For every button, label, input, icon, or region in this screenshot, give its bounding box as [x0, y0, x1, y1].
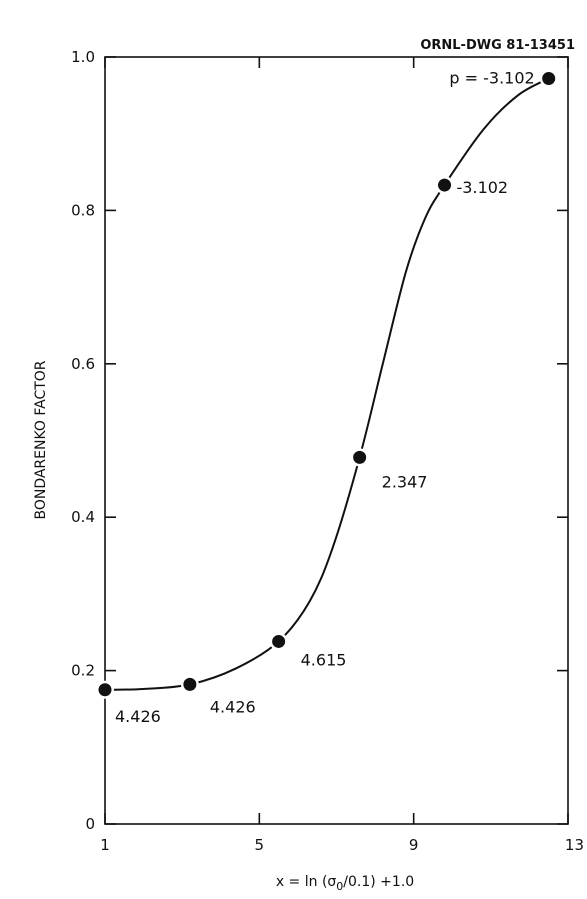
x-axis-title-suffix: /0.1) +1.0: [343, 874, 414, 890]
data-point-label: -3.102: [457, 178, 509, 197]
data-point-label: p = -3.102: [449, 68, 534, 87]
data-point: [183, 677, 197, 691]
data-point: [272, 634, 286, 648]
y-tick-label: 1.0: [71, 48, 95, 66]
y-axis-title: BONDARENKO FACTOR: [33, 360, 49, 519]
data-points: 4.426 4.426 4.615 2.347 -3.102 p = -3.102: [96, 68, 558, 726]
data-point: [353, 450, 367, 464]
x-axis-title-subscript: 0: [336, 880, 343, 893]
x-axis-title-sigma: σ: [327, 874, 336, 890]
data-point: [542, 71, 556, 85]
data-point-label: 4.426: [210, 697, 256, 716]
data-point-label: 4.426: [115, 707, 161, 726]
x-tick-label: 5: [255, 836, 265, 854]
x-tick-label: 9: [409, 836, 419, 854]
data-point: [98, 683, 112, 697]
x-axis-title-prefix: x = ln (: [276, 874, 328, 890]
x-tick-label: 1: [100, 836, 110, 854]
y-tick-label: 0.6: [71, 355, 95, 373]
series-curve: [104, 77, 550, 691]
data-point-label: 4.615: [301, 650, 347, 669]
y-tick-label: 0.2: [71, 662, 95, 680]
y-tick-label: 0: [85, 815, 95, 833]
data-point: [438, 178, 452, 192]
x-tick-label: 13: [565, 836, 584, 854]
data-point-label: 2.347: [382, 472, 428, 491]
y-tick-label: 0.4: [71, 508, 95, 526]
plot-frame: [104, 56, 569, 825]
y-tick-label: 0.8: [71, 201, 95, 219]
drawing-id: ORNL-DWG 81-13451: [420, 38, 575, 53]
axis-ticks: 0 0.2 0.4 0.6 0.8 1.0 1 5 9 13: [71, 48, 584, 854]
x-axis-title: x = ln (σ0/0.1) +1.0: [276, 874, 414, 893]
